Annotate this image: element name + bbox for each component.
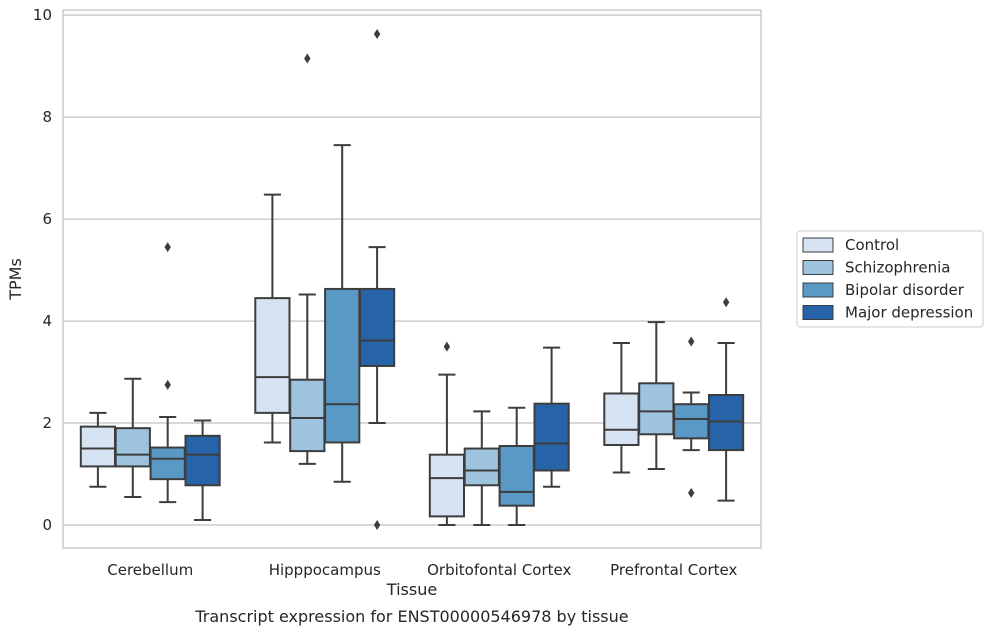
box xyxy=(638,321,675,470)
plot-area-frame xyxy=(62,9,762,549)
legend: Control Schizophrenia Bipolar disorder Majo… xyxy=(796,230,984,328)
y-tick-label: 8 xyxy=(42,108,52,126)
x-tick-label: Prefrontal Cortex xyxy=(610,561,737,579)
y-axis-label: TPMs xyxy=(6,258,25,301)
legend-frame xyxy=(796,230,984,328)
box xyxy=(463,410,500,527)
legend-swatch xyxy=(802,282,834,298)
box xyxy=(707,297,745,502)
x-axis-label: Tissue xyxy=(386,580,437,599)
outlier-point xyxy=(688,336,695,347)
box-iqr xyxy=(638,382,675,436)
y-tick-label: 6 xyxy=(42,210,52,228)
box xyxy=(533,346,570,488)
box xyxy=(79,411,117,488)
y-tick-label: 10 xyxy=(33,6,52,24)
box xyxy=(324,144,361,483)
outlier-point xyxy=(443,341,451,352)
x-tick-label: Hipppocampus xyxy=(269,561,381,579)
box-iqr xyxy=(254,297,291,414)
box-iqr xyxy=(149,446,186,481)
box-iqr xyxy=(533,402,570,472)
legend-label: Control xyxy=(845,236,899,254)
box-iqr xyxy=(707,394,745,452)
box xyxy=(254,193,291,444)
box-iqr xyxy=(324,287,361,444)
box-iqr xyxy=(428,453,466,518)
box xyxy=(358,28,396,531)
legend-swatch xyxy=(802,305,834,320)
x-tick-labels: Cerebellum Hipppocampus Orbitofontal Corte… xyxy=(107,561,737,579)
box-iqr xyxy=(463,447,500,487)
y-tick-label: 0 xyxy=(42,516,52,534)
box xyxy=(114,377,151,499)
outlier-point xyxy=(164,242,171,253)
legend-label: Schizophrenia xyxy=(845,259,950,277)
boxes xyxy=(79,28,745,531)
gridlines xyxy=(63,14,761,526)
box xyxy=(603,341,640,474)
box xyxy=(428,341,466,527)
box xyxy=(184,419,221,521)
outlier-point xyxy=(722,297,730,308)
box-iqr xyxy=(603,392,640,446)
legend-swatch xyxy=(802,260,834,275)
box-iqr xyxy=(184,434,221,487)
box-iqr xyxy=(289,378,326,453)
box-iqr xyxy=(498,445,535,507)
box xyxy=(289,53,326,465)
outlier-point xyxy=(164,379,171,390)
x-tick-label: Cerebellum xyxy=(107,561,193,579)
chart-caption: Transcript expression for ENST0000054697… xyxy=(194,607,628,626)
box-iqr xyxy=(79,425,117,468)
box-iqr xyxy=(673,403,710,440)
outlier-point xyxy=(373,28,381,39)
legend-label: Bipolar disorder xyxy=(845,281,965,299)
box xyxy=(498,406,535,527)
outlier-point xyxy=(373,520,381,531)
box-iqr xyxy=(114,427,151,468)
y-tick-label: 2 xyxy=(42,414,52,432)
outlier-point xyxy=(304,53,311,64)
y-tick-labels: 0 2 4 6 8 10 xyxy=(33,6,52,534)
legend-label: Major depression xyxy=(845,304,973,322)
outlier-point xyxy=(688,487,695,498)
x-tick-label: Orbitofontal Cortex xyxy=(427,561,571,579)
legend-swatch xyxy=(802,237,834,253)
box xyxy=(149,242,186,504)
box-iqr xyxy=(358,287,396,367)
y-tick-label: 4 xyxy=(42,312,52,330)
box xyxy=(673,336,710,498)
